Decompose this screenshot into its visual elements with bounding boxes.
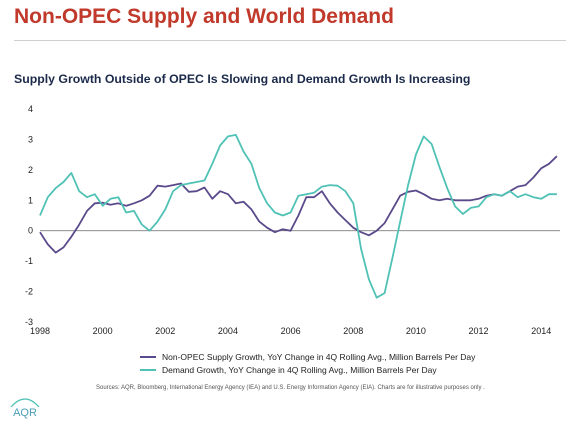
x-axis: 1998 2000 2002 2004 2006 2008 2010 2012 2014 bbox=[30, 230, 560, 336]
y-tick-label-3: 0 bbox=[28, 226, 33, 236]
y-axis: -3 -2 -1 0 1 2 3 4 bbox=[25, 104, 33, 327]
x-tick-label-5: 2008 bbox=[343, 326, 363, 336]
page-title: Non-OPEC Supply and World Demand bbox=[14, 5, 394, 28]
legend-swatch-demand bbox=[140, 368, 156, 371]
x-tick-label-4: 2006 bbox=[281, 326, 301, 336]
y-tick-label-6: 3 bbox=[28, 134, 33, 144]
y-tick-label-0: -3 bbox=[25, 317, 33, 327]
logo-text: AQR bbox=[13, 407, 37, 419]
legend-item-supply: Non-OPEC Supply Growth, YoY Change in 4Q… bbox=[140, 350, 475, 363]
legend-swatch-supply bbox=[140, 355, 156, 358]
x-tick-label-2: 2002 bbox=[155, 326, 175, 336]
series-group bbox=[39, 134, 558, 299]
x-tick-label-7: 2012 bbox=[469, 326, 489, 336]
series-line-supply bbox=[39, 155, 558, 254]
series-line-demand bbox=[39, 134, 557, 299]
line-chart: -3 -2 -1 0 1 2 3 4 1998 2000 2002 2004 2006 2008 2010… bbox=[25, 104, 560, 336]
x-tick-label-8: 2014 bbox=[531, 326, 551, 336]
title-divider bbox=[14, 40, 566, 41]
y-tick-label-4: 1 bbox=[28, 195, 33, 205]
x-tick-label-1: 2000 bbox=[93, 326, 113, 336]
x-tick-label-3: 2004 bbox=[218, 326, 238, 336]
legend: Non-OPEC Supply Growth, YoY Change in 4Q… bbox=[140, 350, 475, 376]
legend-label-demand: Demand Growth, YoY Change in 4Q Rolling … bbox=[162, 364, 437, 375]
y-tick-label-5: 2 bbox=[28, 165, 33, 175]
y-tick-label-7: 4 bbox=[28, 104, 33, 114]
x-tick-label-6: 2010 bbox=[406, 326, 426, 336]
source-note: Sources: AQR, Bloomberg, International E… bbox=[96, 385, 485, 391]
legend-item-demand: Demand Growth, YoY Change in 4Q Rolling … bbox=[140, 363, 475, 376]
legend-label-supply: Non-OPEC Supply Growth, YoY Change in 4Q… bbox=[162, 351, 476, 362]
aqr-logo: AQR bbox=[10, 398, 40, 419]
x-tick-label-0: 1998 bbox=[30, 326, 50, 336]
y-tick-label-2: -1 bbox=[25, 256, 33, 266]
chart-subtitle: Supply Growth Outside of OPEC Is Slowing… bbox=[14, 72, 471, 86]
y-tick-label-1: -2 bbox=[25, 287, 33, 297]
